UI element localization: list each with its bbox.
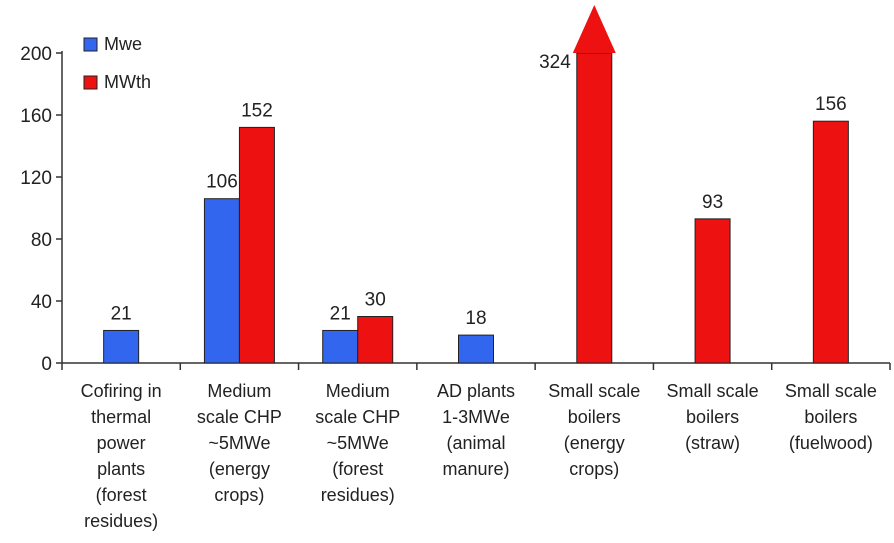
bar-mwe <box>103 329 140 364</box>
category-label: Small scale boilers (energy crops) <box>548 381 640 479</box>
legend-swatch-mwth <box>83 75 98 90</box>
category-label-line: ~5MWe <box>208 433 270 453</box>
data-label: 21 <box>111 303 132 324</box>
category-label-line: residues) <box>84 511 158 531</box>
category-label-line: (energy <box>564 433 625 453</box>
y-tick-label: 0 <box>41 354 52 375</box>
bar-mwth <box>357 316 394 364</box>
bars <box>103 5 849 364</box>
category-label-line: Small scale <box>667 381 759 401</box>
y-tick-label: 80 <box>31 230 52 251</box>
category-label-line: (straw) <box>685 433 740 453</box>
category-label: AD plants 1-3MWe (animal manure) <box>437 381 515 479</box>
category-label: Medium scale CHP ~5MWe (energy crops) <box>197 381 282 505</box>
category-label-line: boilers <box>568 407 621 427</box>
category-label: Medium scale CHP ~5MWe (forest residues) <box>315 381 400 505</box>
category-label: Small scale boilers (fuelwood) <box>785 381 877 453</box>
category-label-line: crops) <box>569 459 619 479</box>
bar-mwe <box>458 334 494 364</box>
legend-label-mwe: Mwe <box>104 34 142 54</box>
y-tick-label: 120 <box>20 168 52 189</box>
category-label-line: (fuelwood) <box>789 433 873 453</box>
data-label: 152 <box>241 100 273 121</box>
category-label-line: (forest <box>332 459 383 479</box>
bar-mwth <box>238 126 275 364</box>
category-label-line: Medium <box>207 381 271 401</box>
bar-mwth <box>576 52 613 364</box>
bar-mwth <box>812 120 849 364</box>
data-label: 30 <box>365 290 386 311</box>
category-label-line: plants <box>97 459 145 479</box>
category-label-line: AD plants <box>437 381 515 401</box>
category-label-line: (energy <box>209 459 270 479</box>
data-label: 93 <box>702 192 723 213</box>
y-tick-label: 40 <box>31 292 52 313</box>
category-label-line: scale CHP <box>315 407 400 427</box>
category-label-line: Small scale <box>548 381 640 401</box>
category-label-line: boilers <box>804 407 857 427</box>
data-label: 106 <box>206 172 238 193</box>
category-label: Small scale boilers (straw) <box>667 381 759 453</box>
category-label-line: power <box>97 433 146 453</box>
data-label: 156 <box>815 94 847 115</box>
category-label-line: manure) <box>442 459 509 479</box>
category-label-line: 1-3MWe <box>442 407 510 427</box>
axes: 0 40 80 120 160 200 <box>20 44 891 375</box>
legend-swatch-mwe <box>83 37 98 52</box>
category-label-line: crops) <box>214 485 264 505</box>
y-tick-label: 160 <box>20 106 52 127</box>
overflow-arrow <box>572 5 616 53</box>
bar-mwe <box>322 329 359 364</box>
y-tick-label: 200 <box>20 44 52 65</box>
legend-label-mwth: MWth <box>104 72 151 92</box>
data-label: 18 <box>465 308 486 329</box>
category-label-line: (animal <box>446 433 505 453</box>
category-label-line: thermal <box>91 407 151 427</box>
category-label-line: Medium <box>326 381 390 401</box>
category-label-line: Cofiring in <box>81 381 162 401</box>
data-label: 21 <box>330 303 351 324</box>
data-label: 324 <box>539 52 571 73</box>
bar-mwe <box>203 198 240 364</box>
category-label-line: boilers <box>686 407 739 427</box>
legend: Mwe MWth <box>83 34 151 92</box>
bar-mwth <box>694 218 731 364</box>
data-labels: 21 106 152 21 30 18 324 93 156 <box>111 52 847 329</box>
category-label-line: ~5MWe <box>327 433 389 453</box>
category-label-line: scale CHP <box>197 407 282 427</box>
category-label: Cofiring in thermal power plants (forest resi… <box>81 381 162 531</box>
category-label-line: (forest <box>96 485 147 505</box>
category-label-line: Small scale <box>785 381 877 401</box>
category-label-line: residues) <box>321 485 395 505</box>
category-labels: Cofiring in thermal power plants (forest resi… <box>81 381 877 531</box>
